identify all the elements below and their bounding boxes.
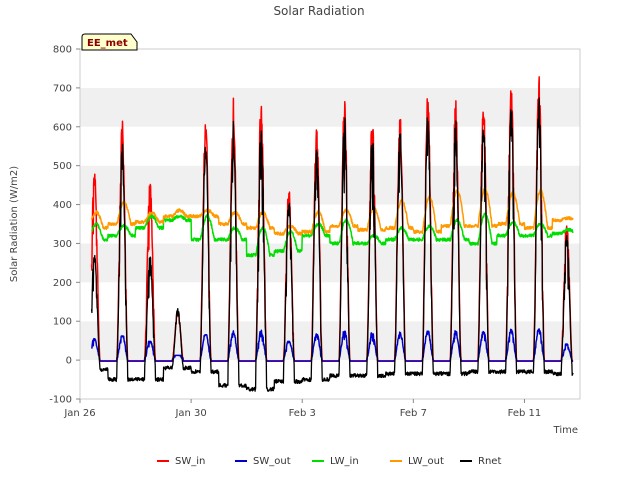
- legend-label: LW_out: [408, 456, 444, 467]
- x-tick-label: Feb 7: [400, 408, 427, 419]
- legend-item-rnet: Rnet: [460, 456, 501, 467]
- y-axis: -100 0 100 200 300 400 500 600 700 800: [49, 45, 80, 406]
- y-tick-label: 700: [53, 83, 72, 94]
- grid-band: [80, 243, 580, 283]
- legend-item-sw-out: SW_out: [235, 456, 291, 467]
- y-tick-label: 300: [53, 239, 72, 250]
- chart-title: Solar Radiation: [273, 4, 364, 18]
- legend-label: LW_in: [330, 456, 359, 467]
- x-tick-label: Jan 26: [63, 408, 95, 419]
- x-tick-label: Jan 30: [174, 408, 206, 419]
- y-tick-label: 0: [66, 356, 72, 367]
- grid-band: [80, 126, 580, 166]
- x-axis-label: Time: [553, 425, 578, 436]
- series-lines: [90, 76, 574, 392]
- y-tick-label: 400: [53, 200, 72, 211]
- y-tick-label: 500: [53, 161, 72, 172]
- y-tick-label: -100: [49, 395, 72, 406]
- y-tick-label: 200: [53, 278, 72, 289]
- legend-item-lw-in: LW_in: [312, 456, 359, 467]
- x-axis: Jan 26 Jan 30 Feb 3 Feb 7 Feb 11: [63, 399, 541, 419]
- legend-label: Rnet: [478, 456, 501, 467]
- series-line-lw-out: [90, 186, 574, 236]
- x-tick-label: Feb 3: [289, 408, 316, 419]
- y-tick-label: 100: [53, 317, 72, 328]
- legend-label: SW_in: [175, 456, 205, 467]
- site-label: EE_met: [87, 38, 128, 49]
- y-axis-label: Solar Radiation (W/m2): [9, 166, 20, 282]
- y-tick-label: 800: [53, 45, 72, 56]
- grid-band: [80, 282, 580, 322]
- site-label-box: EE_met: [81, 33, 138, 51]
- site-label-frame: [81, 33, 138, 51]
- legend-item-lw-out: LW_out: [390, 456, 444, 467]
- grid-band: [80, 49, 580, 88]
- series-line-rnet: [90, 97, 574, 392]
- grid-band: [80, 87, 580, 127]
- series-line-lw-in: [91, 212, 574, 258]
- y-tick-label: 600: [53, 122, 72, 133]
- grid-band: [80, 321, 580, 361]
- grid-band: [80, 165, 580, 205]
- plot-frame: [79, 48, 581, 400]
- series-line-sw-out: [91, 328, 574, 362]
- x-tick-label: Feb 11: [508, 408, 542, 419]
- legend: SW_in SW_out LW_in LW_out Rnet: [157, 456, 501, 467]
- legend-label: SW_out: [253, 456, 291, 467]
- legend-item-sw-in: SW_in: [157, 456, 205, 467]
